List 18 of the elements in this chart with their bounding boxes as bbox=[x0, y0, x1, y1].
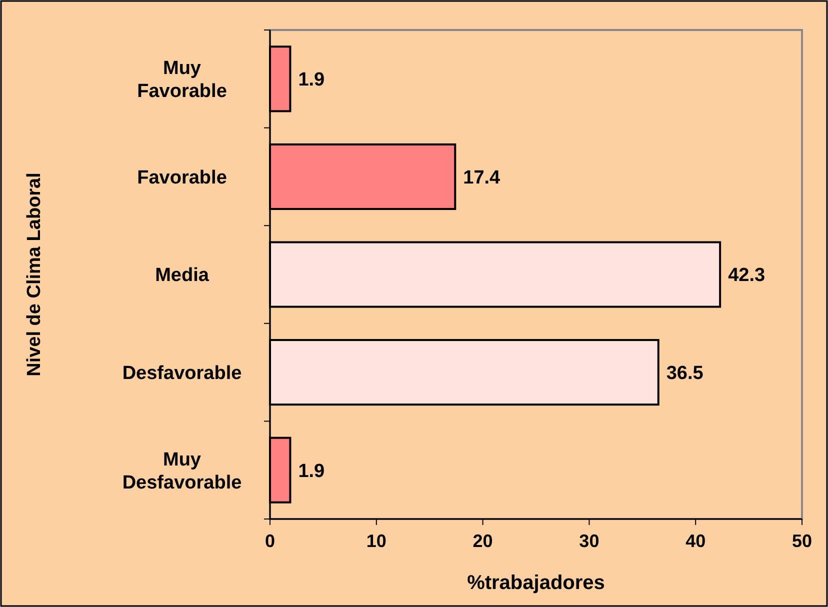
y-tick-label: Favorable bbox=[137, 167, 227, 188]
data-label: 1.9 bbox=[298, 460, 325, 482]
x-tick-label: 30 bbox=[579, 531, 600, 551]
x-tick-label: 40 bbox=[686, 531, 706, 551]
y-axis-title: Nivel de Clima Laboral bbox=[24, 172, 45, 376]
y-tick-label: Muy Desfavorable bbox=[122, 449, 242, 494]
y-tick-label: Media bbox=[155, 265, 210, 286]
data-label: 17.4 bbox=[463, 167, 501, 188]
data-label: 1.9 bbox=[298, 70, 325, 91]
x-tick-label: 10 bbox=[366, 531, 386, 551]
y-tick-label: Desfavorable bbox=[122, 362, 242, 384]
data-label: 42.3 bbox=[728, 265, 766, 286]
y-tick-label: Muy Favorable bbox=[137, 58, 227, 102]
x-axis-title: %trabajadores bbox=[467, 572, 605, 594]
x-tick-label: 20 bbox=[472, 531, 493, 551]
x-tick-label: 50 bbox=[792, 531, 812, 551]
x-tick-label: 0 bbox=[264, 531, 276, 551]
data-label: 36.5 bbox=[666, 362, 704, 384]
